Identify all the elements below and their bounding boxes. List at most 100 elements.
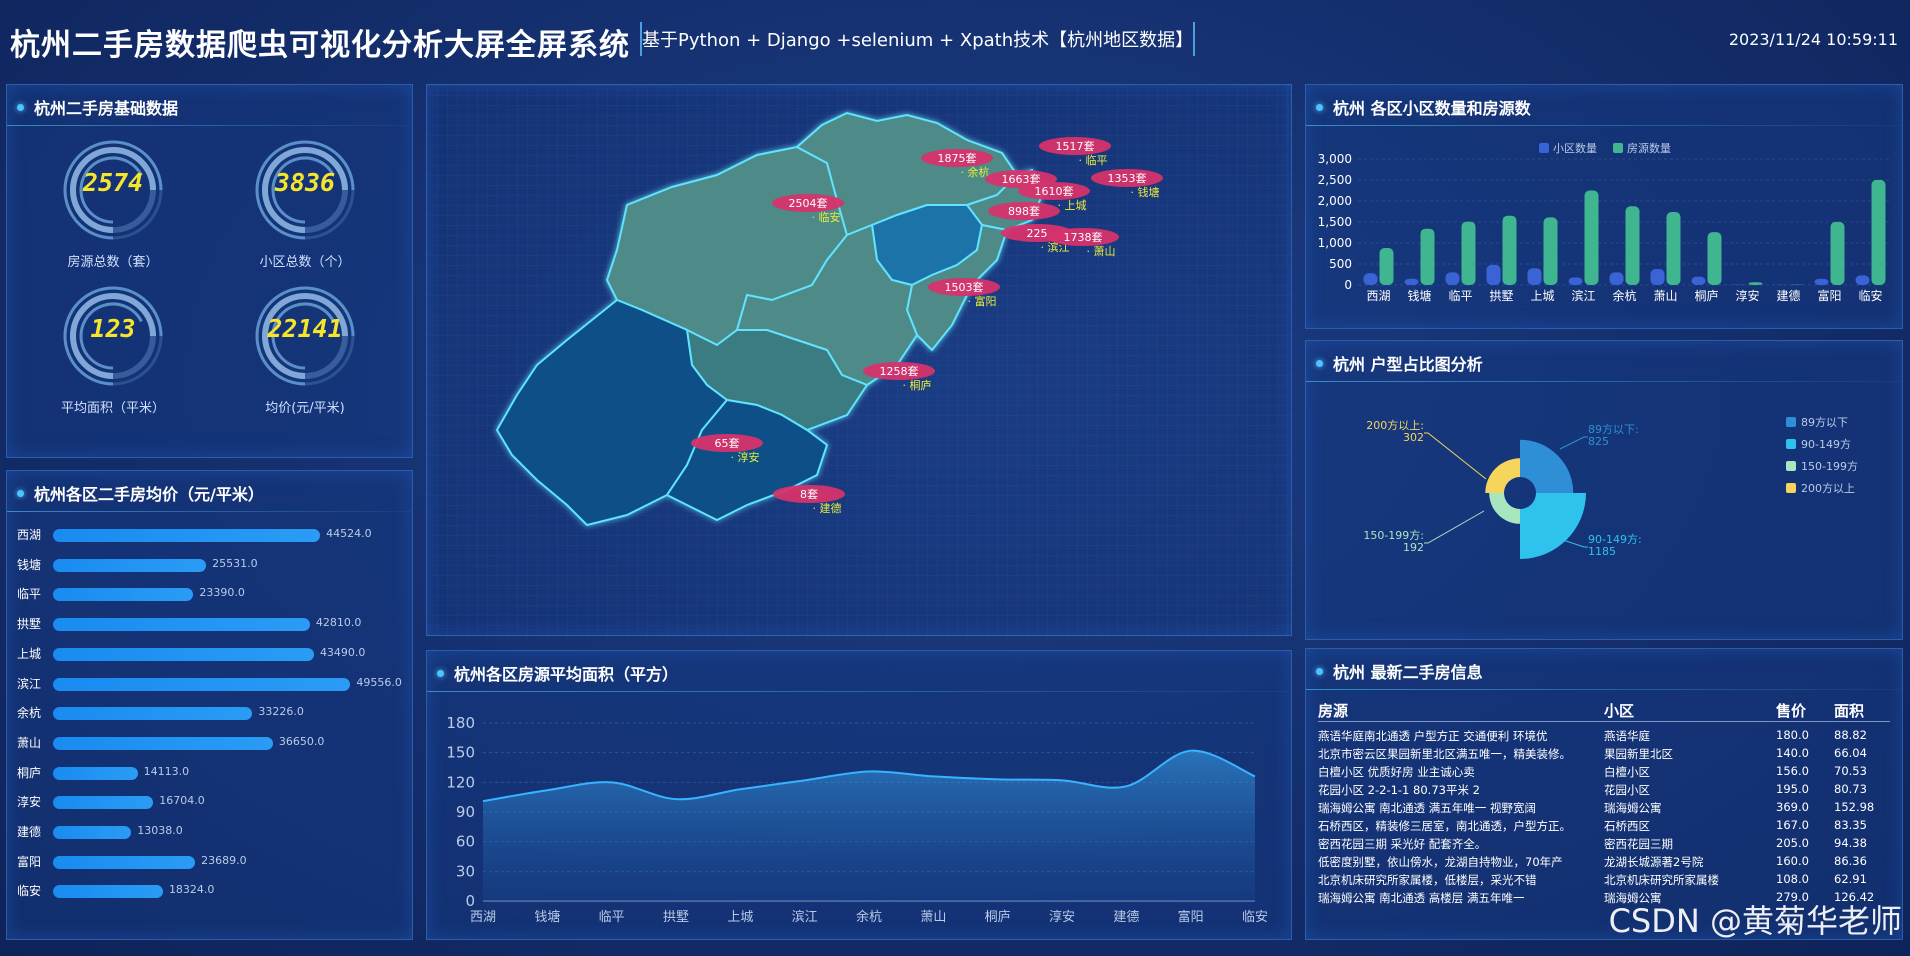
community-bar[interactable] <box>1855 275 1870 285</box>
table-cell: 80.73 <box>1834 782 1867 796</box>
price-bar[interactable] <box>53 885 163 899</box>
price-bar[interactable] <box>53 618 310 632</box>
community-x-tick: 拱墅 <box>1489 289 1513 303</box>
community-x-tick: 西湖 <box>1366 288 1390 303</box>
community-x-tick: 临平 <box>1448 289 1472 303</box>
table-cell: 白檀小区 <box>1604 765 1650 779</box>
community-bar[interactable] <box>1707 232 1722 285</box>
map-marker[interactable]: 8套· 建德 <box>773 485 845 515</box>
community-bar[interactable] <box>1527 268 1542 285</box>
community-bar[interactable] <box>1814 278 1829 285</box>
map-region-chunan[interactable] <box>495 298 729 527</box>
area-x-tick: 桐庐 <box>985 910 1011 925</box>
price-bar-category: 临平 <box>17 587 42 602</box>
price-bar-value: 13038.0 <box>137 824 183 837</box>
price-bar[interactable] <box>53 855 196 869</box>
table-row[interactable]: 石桥西区，精装修三居室，南北通透，户型方正。 石桥西区 167.0 83.35 <box>1318 816 1890 834</box>
price-panel: 杭州各区二手房均价（元/平米） 西湖 44524.0 钱塘 25531.0 临平 2339… <box>6 470 413 940</box>
community-legend-label[interactable]: 小区数量 <box>1553 142 1597 155</box>
map-marker-name: · 萧山 <box>1087 245 1116 258</box>
community-bar[interactable] <box>1502 215 1517 285</box>
map-marker[interactable]: 2504套· 临安 <box>772 194 844 224</box>
community-bar[interactable] <box>1584 190 1599 286</box>
pie-slice[interactable] <box>1520 439 1574 493</box>
area-y-tick: 180 <box>446 714 475 732</box>
table-row[interactable]: 花园小区 2-2-1-1 80.73平米 2 花园小区 195.0 80.73 <box>1318 780 1890 798</box>
pie-slice-label: 200方以上: <box>1366 418 1424 432</box>
table-row[interactable]: 北京机床研究所家属楼，低楼层，采光不错 北京机床研究所家属楼 108.0 62.91 <box>1318 870 1890 888</box>
gauge-ring-icon <box>63 140 163 240</box>
community-bar[interactable] <box>1420 228 1435 285</box>
pie-leader-line <box>1424 510 1485 544</box>
price-bar[interactable] <box>53 766 138 780</box>
price-bar-value: 49556.0 <box>356 675 402 689</box>
community-bar[interactable] <box>1625 206 1640 285</box>
panel-title: 杭州各区房源平均面积（平方） <box>437 661 678 685</box>
pie-legend-label[interactable]: 150-199方 <box>1801 459 1858 473</box>
price-bar[interactable] <box>53 558 207 572</box>
community-bar[interactable] <box>1404 278 1419 285</box>
pie-slice[interactable] <box>1485 458 1520 493</box>
community-bar[interactable] <box>1830 221 1845 285</box>
table-row[interactable]: 燕语华庭南北通透 户型方正 交通便利 环境优 燕语华庭 180.0 88.82 <box>1318 726 1890 744</box>
community-bar[interactable] <box>1650 269 1665 285</box>
community-bar[interactable] <box>1543 217 1558 285</box>
community-bar[interactable] <box>1363 273 1378 285</box>
price-bar[interactable] <box>53 647 314 661</box>
price-bar[interactable] <box>53 826 132 839</box>
price-bar-value: 23390.0 <box>199 586 245 600</box>
map-marker[interactable]: 1503套· 富阳 <box>928 278 1000 308</box>
price-bar-row: 建德 13038.0 <box>7 820 417 842</box>
table-cell: 167.0 <box>1776 818 1809 832</box>
community-legend-label[interactable]: 房源数量 <box>1627 141 1671 155</box>
pie-slice[interactable] <box>1520 493 1586 559</box>
table-row[interactable]: 瑞海姆公寓 南北通透 满五年唯一 视野宽阔 瑞海姆公寓 369.0 152.98 <box>1318 798 1890 816</box>
community-bar[interactable] <box>1871 179 1886 285</box>
area-x-tick: 拱墅 <box>663 910 689 925</box>
map-marker[interactable]: 1663套 <box>985 170 1057 188</box>
table-row[interactable]: 密西花园三期 采光好 配套齐全。 密西花园三期 205.0 94.38 <box>1318 834 1890 852</box>
map-marker[interactable]: 1517套· 临平 <box>1039 137 1111 167</box>
community-bar[interactable] <box>1486 264 1501 285</box>
price-bar[interactable] <box>53 529 321 542</box>
price-bar[interactable] <box>53 707 253 721</box>
price-bar[interactable] <box>53 736 273 750</box>
table-cell: 108.0 <box>1776 872 1809 886</box>
community-bar[interactable] <box>1379 248 1394 285</box>
table-cell: 石桥西区 <box>1604 819 1650 833</box>
table-row[interactable]: 北京市密云区果园新里北区满五唯一，精美装修。 果园新里北区 140.0 66.04 <box>1318 744 1890 762</box>
map-marker[interactable]: 1738套· 萧山 <box>1047 228 1119 258</box>
community-bar[interactable] <box>1691 276 1706 285</box>
table-row[interactable]: 瑞海姆公寓 南北通透 高楼层 满五年唯一 瑞海姆公寓 279.0 126.42 <box>1318 888 1890 906</box>
community-bar[interactable] <box>1445 272 1460 285</box>
table-row[interactable]: 低密度别墅，依山傍水，龙湖自持物业，70年产 龙湖长城源著2号院 160.0 86.3… <box>1318 852 1890 870</box>
map-marker[interactable]: 1875套· 余杭 <box>921 149 993 179</box>
map-marker-pin <box>1091 169 1163 187</box>
map-marker[interactable]: 1353套· 钱塘 <box>1091 169 1163 199</box>
pie-legend-label[interactable]: 90-149方 <box>1801 437 1851 451</box>
price-bar-row: 拱墅 42810.0 <box>7 612 417 634</box>
table-row[interactable]: 白檀小区 优质好房 业主诚心卖 白檀小区 156.0 70.53 <box>1318 762 1890 780</box>
map-marker[interactable]: 1610套· 上城 <box>1018 182 1090 212</box>
price-bar[interactable] <box>53 677 351 691</box>
pie-legend-swatch <box>1786 483 1796 493</box>
community-bar[interactable] <box>1609 272 1624 285</box>
stat-gauge: 3836 小区总数（个） <box>225 135 385 270</box>
table-cell: 龙湖长城源著2号院 <box>1604 855 1704 869</box>
map-marker-count: 1353套 <box>1108 172 1147 185</box>
map-marker-name: · 临安 <box>812 210 841 224</box>
pie-slice-value: 1185 <box>1588 545 1616 558</box>
map-marker[interactable]: 65套· 淳安 <box>691 434 763 464</box>
community-bar[interactable] <box>1666 212 1681 285</box>
price-bar[interactable] <box>53 796 154 810</box>
price-bar[interactable] <box>53 588 194 602</box>
community-bar[interactable] <box>1461 221 1476 285</box>
pie-slice[interactable] <box>1489 493 1520 524</box>
pie-legend-label[interactable]: 89方以下 <box>1801 415 1848 429</box>
community-bar[interactable] <box>1748 282 1763 285</box>
pie-legend-label[interactable]: 200方以上 <box>1801 481 1855 495</box>
map-marker[interactable]: 1258套· 桐庐 <box>863 362 935 392</box>
map-marker[interactable]: 898套 <box>988 202 1060 220</box>
community-bar[interactable] <box>1568 277 1583 285</box>
